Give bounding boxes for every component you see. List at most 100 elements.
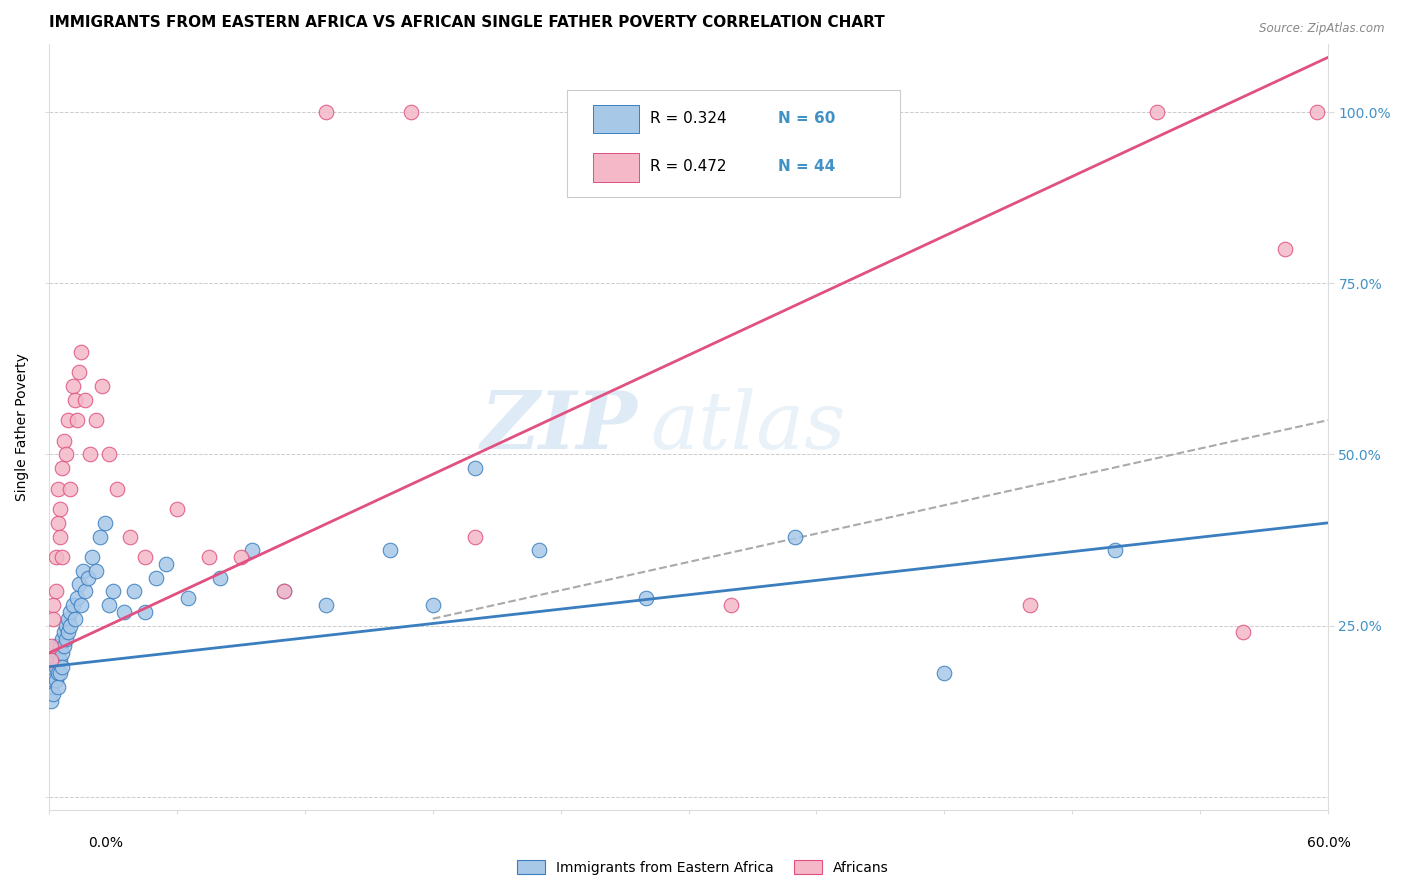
Point bbox=[1104, 543, 1126, 558]
Point bbox=[42, 673, 65, 688]
Point bbox=[97, 598, 120, 612]
Point bbox=[39, 694, 62, 708]
Point bbox=[134, 550, 156, 565]
Point bbox=[46, 482, 69, 496]
Point bbox=[44, 659, 66, 673]
Point bbox=[422, 598, 444, 612]
Point bbox=[208, 571, 231, 585]
Point bbox=[89, 530, 111, 544]
Point bbox=[44, 550, 66, 565]
Point bbox=[401, 105, 423, 120]
Point bbox=[59, 482, 82, 496]
Point bbox=[51, 659, 73, 673]
Point bbox=[229, 550, 252, 565]
Point bbox=[66, 591, 89, 606]
Point bbox=[66, 413, 89, 427]
Point bbox=[93, 516, 115, 530]
Point bbox=[785, 530, 807, 544]
Point bbox=[176, 591, 198, 606]
Point bbox=[120, 530, 142, 544]
Point bbox=[39, 680, 62, 694]
Point bbox=[464, 461, 486, 475]
Point bbox=[1274, 242, 1296, 256]
Point bbox=[70, 344, 93, 359]
Point bbox=[84, 564, 107, 578]
Text: R = 0.472: R = 0.472 bbox=[650, 159, 727, 174]
Text: 0.0%: 0.0% bbox=[89, 836, 122, 850]
Text: ZIP: ZIP bbox=[481, 388, 637, 466]
Point bbox=[67, 577, 90, 591]
Legend: Immigrants from Eastern Africa, Africans: Immigrants from Eastern Africa, Africans bbox=[512, 855, 894, 880]
Text: R = 0.324: R = 0.324 bbox=[650, 112, 727, 127]
Point bbox=[84, 413, 107, 427]
Point bbox=[80, 550, 103, 565]
Point bbox=[49, 666, 72, 681]
Text: 60.0%: 60.0% bbox=[1306, 836, 1351, 850]
Point bbox=[44, 639, 66, 653]
Point bbox=[62, 598, 84, 612]
Point bbox=[58, 625, 80, 640]
Point bbox=[44, 673, 66, 688]
Point bbox=[378, 543, 401, 558]
Point bbox=[44, 653, 66, 667]
Point bbox=[464, 530, 486, 544]
Point bbox=[42, 666, 65, 681]
Point bbox=[63, 392, 86, 407]
Point bbox=[571, 105, 593, 120]
Point bbox=[315, 598, 337, 612]
Point bbox=[97, 447, 120, 461]
Point bbox=[49, 502, 72, 516]
Point bbox=[70, 598, 93, 612]
Point bbox=[44, 584, 66, 599]
Point bbox=[124, 584, 146, 599]
Point bbox=[72, 564, 94, 578]
FancyBboxPatch shape bbox=[593, 153, 638, 182]
Point bbox=[112, 605, 135, 619]
Point bbox=[55, 632, 77, 647]
Point bbox=[273, 584, 295, 599]
Point bbox=[1018, 598, 1040, 612]
Point bbox=[39, 666, 62, 681]
FancyBboxPatch shape bbox=[567, 90, 900, 197]
FancyBboxPatch shape bbox=[593, 105, 638, 134]
Text: N = 60: N = 60 bbox=[778, 112, 835, 127]
Point bbox=[75, 392, 97, 407]
Point bbox=[934, 666, 956, 681]
Point bbox=[55, 618, 77, 632]
Point bbox=[1306, 105, 1329, 120]
Point bbox=[315, 105, 337, 120]
Point bbox=[46, 666, 69, 681]
Point bbox=[166, 502, 188, 516]
Point bbox=[49, 653, 72, 667]
Point bbox=[42, 687, 65, 701]
Point bbox=[67, 365, 90, 379]
Point bbox=[42, 653, 65, 667]
Point bbox=[51, 461, 73, 475]
Point bbox=[49, 639, 72, 653]
Text: atlas: atlas bbox=[650, 388, 845, 466]
Point bbox=[240, 543, 263, 558]
Point bbox=[75, 584, 97, 599]
Text: IMMIGRANTS FROM EASTERN AFRICA VS AFRICAN SINGLE FATHER POVERTY CORRELATION CHAR: IMMIGRANTS FROM EASTERN AFRICA VS AFRICA… bbox=[49, 15, 884, 30]
Point bbox=[1232, 625, 1254, 640]
Point bbox=[101, 584, 124, 599]
Point bbox=[46, 516, 69, 530]
Point bbox=[79, 447, 101, 461]
Point bbox=[720, 598, 742, 612]
Point bbox=[51, 632, 73, 647]
Point bbox=[273, 584, 295, 599]
Text: Source: ZipAtlas.com: Source: ZipAtlas.com bbox=[1260, 22, 1385, 36]
Point bbox=[53, 434, 76, 448]
Point bbox=[39, 639, 62, 653]
Point bbox=[46, 680, 69, 694]
Point bbox=[1146, 105, 1168, 120]
Point bbox=[49, 530, 72, 544]
Point bbox=[51, 646, 73, 660]
Point bbox=[76, 571, 98, 585]
Point bbox=[42, 612, 65, 626]
Point bbox=[198, 550, 221, 565]
Point bbox=[145, 571, 167, 585]
Point bbox=[53, 639, 76, 653]
Point bbox=[105, 482, 128, 496]
Point bbox=[62, 379, 84, 393]
